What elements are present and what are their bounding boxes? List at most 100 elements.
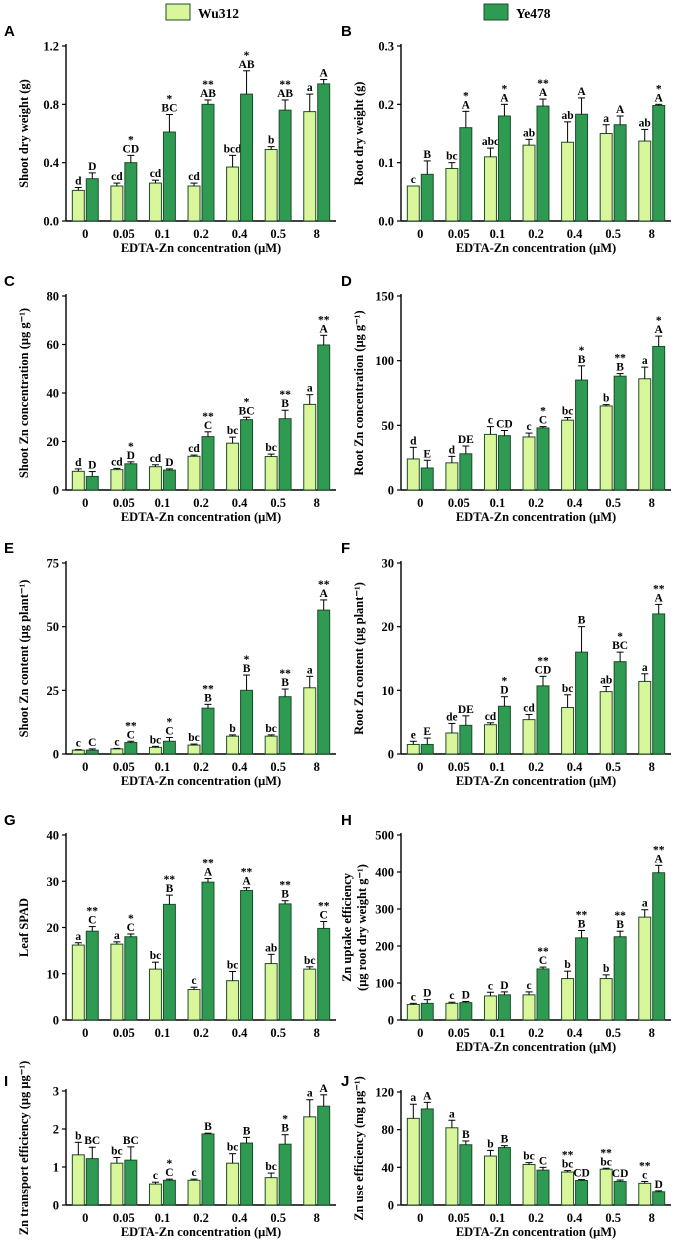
x-tick-label: 0.2 [193,496,209,510]
x-axis-label: EDTA-Zn concentration (μM) [456,1225,616,1239]
significance-letter: BC [161,103,177,115]
chart-B: B 0.0 0.1 0.2 0.3 Root dry weight (g) 0 0.05 0.1… [341,23,671,255]
chart-E: E 0 25 50 75 Shoot Zn content (μg plant⁻¹) 0 0.… [4,540,336,788]
y-tick-label: 75 [47,557,60,571]
bar-ye478 [85,749,99,755]
significance-star: * [167,94,173,106]
bar-wu312 [599,1168,613,1206]
significance-letter: D [655,1179,663,1191]
significance-star: ** [202,683,214,695]
bar-wu312 [226,735,240,755]
significance-letter: B [578,615,586,627]
significance-letter: D [88,161,96,173]
significance-letter: ab [265,942,277,954]
y-axis-label: Shoot Zn concentration (μg g⁻¹) [17,308,31,478]
bar-wu312 [483,156,497,222]
bar-ye478 [278,109,292,222]
significance-star: ** [202,857,214,869]
bar-ye478 [162,131,176,222]
bar-wu312 [264,735,278,755]
x-tick-label: 0.1 [155,760,171,774]
bar-ye478 [162,740,176,755]
y-axis-label: Root dry weight (g) [352,82,366,186]
significance-letter: A [539,87,548,99]
significance-letter: B [243,1125,251,1137]
significance-star: * [244,654,250,666]
bar-wu312 [71,749,85,755]
significance-letter: bcd [224,143,243,155]
y-tick-label: 0 [53,484,59,498]
significance-letter: D [165,457,173,469]
x-axis-label: EDTA-Zn concentration (μM) [121,241,281,255]
significance-letter: BC [123,1135,139,1147]
significance-letter: bc [265,442,277,454]
panel-letter: A [4,23,15,40]
significance-letter: B [281,889,289,901]
y-axis-label-line2: (μg root dry weight g⁻¹) [355,864,369,991]
significance-letter: ab [562,110,574,122]
significance-letter: bc [227,425,239,437]
significance-star: * [540,406,546,418]
y-tick-label: 0.0 [43,215,59,229]
y-tick-label: 30 [382,557,395,571]
significance-star: * [167,716,173,728]
significance-letter: A [320,68,329,80]
significance-letter: cd [150,168,162,180]
significance-star: ** [653,583,665,595]
x-tick-label: 0.5 [605,760,621,774]
x-tick-label: 0.4 [567,1026,583,1040]
significance-letter: D [423,988,431,1000]
significance-letter: bc [562,406,574,418]
legend-label-ye478: Ye478 [516,6,551,21]
significance-star: ** [318,900,330,912]
x-tick-label: 0.4 [567,1211,583,1225]
significance-star: * [463,90,469,102]
bar-wu312 [561,1171,575,1206]
significance-letter: D [500,980,508,992]
y-tick-label: 0 [388,748,394,762]
significance-letter: BC [84,1135,100,1147]
significance-letter: c [526,980,531,992]
y-axis-label: Root Zn content (μg plant⁻¹) [352,582,366,735]
significance-letter: b [229,723,235,735]
bar-wu312 [264,963,278,1021]
bar-wu312 [483,724,497,755]
x-tick-label: 0 [417,227,423,241]
significance-star: ** [614,910,626,922]
y-tick-label: 200 [375,940,394,954]
bar-wu312 [483,1155,497,1206]
significance-letter: B [616,919,624,931]
significance-letter: c [411,174,416,186]
x-tick-label: 0.4 [567,227,583,241]
x-tick-label: 0.05 [113,1026,135,1040]
y-tick-label: 10 [47,967,60,981]
significance-letter: A [655,92,664,104]
significance-letter: B [616,362,624,374]
x-tick-label: 0.05 [113,227,135,241]
significance-star: ** [537,78,549,90]
bar-wu312 [599,691,613,755]
significance-letter: bc [562,683,574,695]
bar-ye478 [652,1191,666,1206]
y-tick-label: 50 [47,620,60,634]
x-tick-label: 0.05 [448,1026,470,1040]
significance-letter: cd [485,711,497,723]
significance-letter: bc [304,955,316,967]
bar-wu312 [110,943,124,1021]
significance-letter: CD [573,1168,590,1180]
significance-letter: a [642,898,648,910]
x-tick-label: 0.2 [193,1211,209,1225]
significance-letter: DE [458,434,474,446]
significance-letter: c [411,991,416,1003]
bar-ye478 [85,475,99,491]
y-tick-label: 50 [382,419,395,433]
significance-letter: abc [482,136,499,148]
x-axis-label: EDTA-Zn concentration (μM) [456,1040,616,1054]
significance-letter: cd [188,443,200,455]
significance-letter: c [526,421,531,433]
significance-letter: B [281,677,289,689]
bar-ye478 [613,375,627,491]
bar-ye478 [124,162,138,222]
significance-letter: b [603,393,609,405]
bar-ye478 [420,467,434,491]
